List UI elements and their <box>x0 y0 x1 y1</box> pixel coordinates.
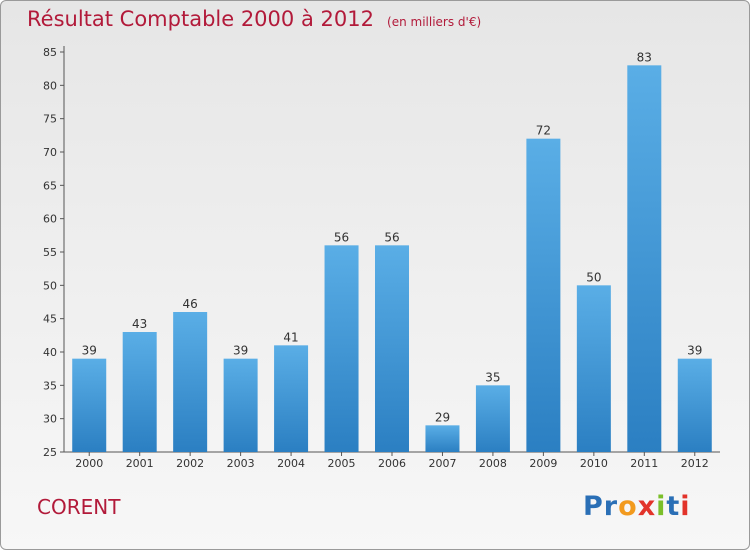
bar-value-label: 56 <box>384 230 399 244</box>
chart-subtitle: (en milliers d'€) <box>387 15 482 29</box>
bar <box>223 358 258 452</box>
bar <box>627 65 662 452</box>
y-tick-label: 30 <box>43 413 57 426</box>
logo-letter: r <box>603 491 619 522</box>
y-tick-label: 50 <box>43 279 57 292</box>
x-tick-label: 2008 <box>479 457 507 470</box>
logo-letter: o <box>618 491 638 522</box>
bar-value-label: 83 <box>637 50 652 64</box>
bar-value-label: 41 <box>283 330 298 344</box>
bar <box>324 245 359 452</box>
y-tick-label: 70 <box>43 146 57 159</box>
bar-value-label: 72 <box>536 124 551 138</box>
bar-value-label: 29 <box>435 410 450 424</box>
y-tick-label: 55 <box>43 246 57 259</box>
bar <box>274 345 309 452</box>
x-tick-label: 2009 <box>529 457 557 470</box>
y-tick-label: 80 <box>43 79 57 92</box>
x-tick-label: 2010 <box>580 457 608 470</box>
x-tick-label: 2004 <box>277 457 305 470</box>
y-tick-label: 25 <box>43 446 57 459</box>
bar <box>475 385 510 452</box>
commune-name: CORENT <box>37 495 121 519</box>
bar-value-label: 39 <box>233 344 248 358</box>
bar <box>173 312 208 452</box>
bar-value-label: 56 <box>334 230 349 244</box>
logo-letter: P <box>583 491 604 522</box>
x-tick-label: 2007 <box>428 457 456 470</box>
bar <box>375 245 409 452</box>
bar <box>122 332 157 452</box>
x-tick-label: 2002 <box>176 457 204 470</box>
logo-letter: t <box>666 491 681 522</box>
y-tick-label: 35 <box>43 379 57 392</box>
bar <box>72 358 107 452</box>
bar <box>526 138 561 452</box>
y-tick-label: 60 <box>43 213 57 226</box>
y-tick-label: 75 <box>43 113 57 126</box>
bar <box>677 358 712 452</box>
x-tick-label: 2012 <box>681 457 709 470</box>
bar-value-label: 50 <box>586 270 601 284</box>
y-tick-label: 40 <box>43 346 57 359</box>
x-tick-label: 2003 <box>227 457 255 470</box>
chart-title: Résultat Comptable 2000 à 2012 <box>27 7 374 31</box>
bar-value-label: 39 <box>687 344 702 358</box>
bar-value-label: 46 <box>183 297 198 311</box>
logo-letter: i <box>656 491 667 522</box>
bar-value-label: 43 <box>132 317 147 331</box>
x-tick-label: 2005 <box>328 457 356 470</box>
x-tick-label: 2011 <box>630 457 658 470</box>
logo-letter: x <box>637 491 657 522</box>
logo-letter: i <box>680 491 691 522</box>
x-tick-label: 2000 <box>75 457 103 470</box>
y-tick-label: 45 <box>43 313 57 326</box>
bar-value-label: 35 <box>485 370 500 384</box>
y-tick-label: 85 <box>43 46 57 59</box>
x-tick-label: 2001 <box>126 457 154 470</box>
chart-title-block: Résultat Comptable 2000 à 2012 (en milli… <box>27 7 481 31</box>
y-tick-label: 65 <box>43 179 57 192</box>
bar-value-label: 39 <box>82 344 97 358</box>
bar <box>425 425 460 452</box>
bar <box>576 285 611 452</box>
x-tick-label: 2006 <box>378 457 406 470</box>
proxiti-logo: Proxiti <box>583 491 691 522</box>
